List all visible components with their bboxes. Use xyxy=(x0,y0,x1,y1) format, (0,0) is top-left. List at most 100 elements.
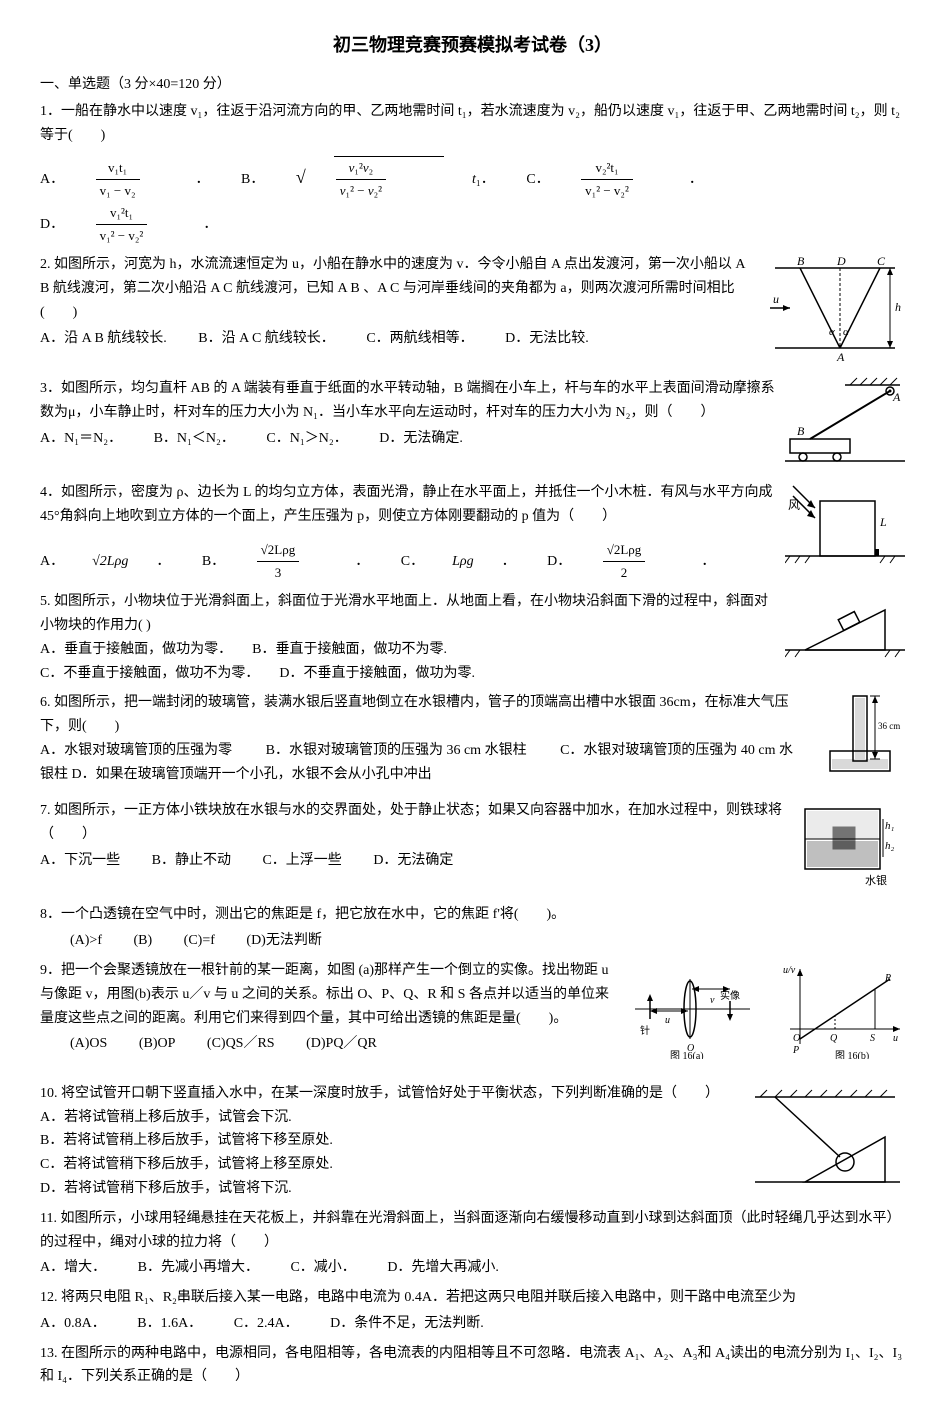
q9-diagram: 针 O 实像 u v 图 16(a) u/v u O P Q S R xyxy=(625,959,905,1068)
svg-text:u: u xyxy=(665,1015,670,1026)
svg-text:图 16(b): 图 16(b) xyxy=(835,1050,869,1059)
question-2: B D C A u h α α 2. 如图所示，河宽为 h，水流流速恒定为 u，… xyxy=(40,253,905,371)
page-title: 初三物理竞赛预赛模拟考试卷（3） xyxy=(40,30,905,61)
q3-diagram: A B xyxy=(785,377,905,467)
q5-optC: C．不垂直于接触面，做功不为零． xyxy=(40,666,259,681)
q6-label-h: 36 cm xyxy=(878,721,900,731)
q6-optB: B．水银对玻璃管顶的压强为 36 cm 水银柱 xyxy=(266,743,527,758)
q4-optB: B． √2Lρg3． xyxy=(202,539,369,584)
q6-options: A．水银对玻璃管顶的压强为零 B．水银对玻璃管顶的压强为 36 cm 水银柱 C… xyxy=(40,739,905,787)
svg-text:u: u xyxy=(893,1033,898,1044)
q7-label-mercury: 水银 xyxy=(865,873,887,887)
q10-optC: C．若将试管稍下移后放手，试管将上移至原处. xyxy=(40,1153,905,1177)
q11-text: 11. 如图所示，小球用轻绳悬挂在天花板上，并斜靠在光滑斜面上，当斜面逐渐向右缓… xyxy=(40,1207,905,1255)
q5-options: A．垂直于接触面，做功为零． B．垂直于接触面，做功不为零. C．不垂直于接触面，… xyxy=(40,638,905,686)
q4-text: 4．如图所示，密度为 ρ、边长为 L 的均匀立方体，表面光滑，静止在水平面上，并… xyxy=(40,481,905,529)
question-1: 1．一船在静水中以速度 v₁，往返于沿河流方向的甲、乙两地需时间 t₁，若水流速… xyxy=(40,100,905,247)
q6-optA: A．水银对玻璃管顶的压强为零 xyxy=(40,743,232,758)
q10-optB: B．若将试管稍上移后放手，试管将下移至原处. xyxy=(40,1129,905,1153)
q11-optC: C．减小． xyxy=(290,1256,355,1280)
q8-text: 8．一个凸透镜在空气中时，测出它的焦距是 f，把它放在水中，它的焦距 f'将( … xyxy=(40,903,905,927)
q5-optD: D．不垂直于接触面，做功为零. xyxy=(279,666,475,681)
q12-optB: B．1.6A． xyxy=(137,1312,202,1336)
svg-text:α: α xyxy=(829,326,835,338)
q2-optC: C．两航线相等． xyxy=(366,327,473,351)
q7-label-h1: h₁ xyxy=(885,820,895,832)
q2-label-B: B xyxy=(797,254,805,268)
section-header: 一、单选题（3 分×40=120 分） xyxy=(40,73,905,97)
question-12: 12. 将两只电阻 R₁、R₂串联后接入某一电路，电路中电流为 0.4A．若把这… xyxy=(40,1286,905,1336)
q4-optC: C．Lρg． xyxy=(401,550,516,574)
q4-label-wind: 风 xyxy=(788,498,800,512)
q8-optB: (B) xyxy=(134,929,153,953)
q10-optD: D．若将试管稍下移后放手，试管将下沉. xyxy=(40,1177,905,1201)
svg-text:S: S xyxy=(870,1033,875,1044)
q2-label-D: D xyxy=(836,254,846,268)
question-11: 11. 如图所示，小球用轻绳悬挂在天花板上，并斜靠在光滑斜面上，当斜面逐渐向右缓… xyxy=(40,1207,905,1280)
q8-optA: (A)>f xyxy=(70,929,102,953)
q10-text: 10. 将空试管开口朝下竖直插入水中，在某一深度时放手，试管恰好处于平衡状态，下… xyxy=(40,1082,905,1106)
q3-optB: B．N₁＜N₂． xyxy=(154,427,235,451)
q3-optD: D．无法确定. xyxy=(379,427,463,451)
q12-optD: D．条件不足，无法判断. xyxy=(330,1312,484,1336)
q6-optD: D．如果在玻璃管顶端开一个小孔，水银不会从小孔中冲出 xyxy=(72,767,432,782)
q7-optA: A．下沉一些 xyxy=(40,849,120,873)
svg-text:R: R xyxy=(884,973,891,984)
q4-diagram: 风 L xyxy=(785,481,905,571)
q1-optA: A． v₁t₁v₁ − v₂． xyxy=(40,157,210,202)
q2-diagram: B D C A u h α α xyxy=(765,253,905,363)
q6-diagram: 36 cm xyxy=(815,691,905,781)
q7-label-h2: h₂ xyxy=(885,840,895,852)
q1-text: 1．一船在静水中以速度 v₁，往返于沿河流方向的甲、乙两地需时间 t₁，若水流速… xyxy=(40,100,905,148)
q5-optA: A．垂直于接触面，做功为零． xyxy=(40,642,232,657)
q7-optD: D．无法确定 xyxy=(373,849,453,873)
q9-optB: (B)OP xyxy=(139,1032,176,1056)
q11-optB: B．先减小再增大． xyxy=(138,1256,259,1280)
question-10: 10. 将空试管开口朝下竖直插入水中，在某一深度时放手，试管恰好处于平衡状态，下… xyxy=(40,1082,905,1201)
q10-optA: A．若将试管稍上移后放手，试管会下沉. xyxy=(40,1106,905,1130)
q13-text: 13. 在图所示的两种电路中，电源相同，各电阻相等，各电流表的内阻相等且不可忽略… xyxy=(40,1342,905,1390)
q11-optA: A．增大． xyxy=(40,1256,106,1280)
question-8: 8．一个凸透镜在空气中时，测出它的焦距是 f，把它放在水中，它的焦距 f'将( … xyxy=(40,903,905,953)
q2-label-C: C xyxy=(877,254,886,268)
q2-optD: D．无法比较. xyxy=(505,327,589,351)
q4-optA: A．√2Lρg． xyxy=(40,550,170,574)
q7-options: A．下沉一些 B．静止不动 C．上浮一些 D．无法确定 xyxy=(40,849,905,873)
question-4: 风 L 4．如图所示，密度为 ρ、边长为 L 的均匀立方体，表面光滑，静止在水平… xyxy=(40,481,905,584)
q12-text: 12. 将两只电阻 R₁、R₂串联后接入某一电路，电路中电流为 0.4A．若把这… xyxy=(40,1286,905,1310)
q1-optB: B． √v₁²v₂v₁² − v₂²t₁． xyxy=(241,156,495,202)
q3-label-B: B xyxy=(797,424,805,438)
q4-label-L: L xyxy=(879,515,887,529)
question-9: 针 O 实像 u v 图 16(a) u/v u O P Q S R xyxy=(40,959,905,1076)
q9-optA: (A)OS xyxy=(70,1032,107,1056)
q9-optD: (D)PQ／QR xyxy=(306,1032,377,1056)
q1-optD: D． v₁²t₁v₁² − v₂²． xyxy=(40,202,217,247)
q2-label-A: A xyxy=(836,350,845,363)
q2-optA: A．沿 A B 航线较长. xyxy=(40,327,167,351)
svg-text:图 16(a): 图 16(a) xyxy=(670,1050,704,1059)
q11-options: A．增大． B．先减小再增大． C．减小． D．先增大再减小. xyxy=(40,1256,905,1280)
q3-label-A: A xyxy=(892,390,901,404)
q5-diagram xyxy=(785,590,905,660)
svg-text:v: v xyxy=(710,995,715,1006)
q2-optB: B．沿 A C 航线较长． xyxy=(198,327,335,351)
q7-optB: B．静止不动 xyxy=(152,849,231,873)
q4-options: A．√2Lρg． B． √2Lρg3． C．Lρg． D． √2Lρg2． xyxy=(40,539,905,584)
q7-optC: C．上浮一些 xyxy=(262,849,341,873)
svg-text:Q: Q xyxy=(830,1033,838,1044)
q7-text: 7. 如图所示，一正方体小铁块放在水银与水的交界面处，处于静止状态；如果又向容器… xyxy=(40,799,905,847)
q11-optD: D．先增大再减小. xyxy=(387,1256,499,1280)
svg-text:针: 针 xyxy=(640,1024,650,1037)
q12-optC: C．2.4A． xyxy=(234,1312,299,1336)
question-6: 36 cm 6. 如图所示，把一端封闭的玻璃管，装满水银后竖直地倒立在水银槽内，… xyxy=(40,691,905,789)
question-3: A B 3．如图所示，均匀直杆 AB 的 A 端装有垂直于纸面的水平转动轴，B … xyxy=(40,377,905,475)
q1-optC: C． v₂²t₁v₁² − v₂²． xyxy=(526,157,703,202)
question-13: 13. 在图所示的两种电路中，电源相同，各电阻相等，各电流表的内阻相等且不可忽略… xyxy=(40,1342,905,1390)
q5-text: 5. 如图所示，小物块位于光滑斜面上，斜面位于光滑水平地面上．从地面上看，在小物… xyxy=(40,590,905,638)
svg-text:P: P xyxy=(792,1045,799,1056)
q5-optB: B．垂直于接触面，做功不为零. xyxy=(252,642,447,657)
q8-optD: (D)无法判断 xyxy=(246,929,321,953)
q12-options: A．0.8A． B．1.6A． C．2.4A． D．条件不足，无法判断. xyxy=(40,1312,905,1336)
q4-optD: D． √2Lρg2． xyxy=(547,539,715,584)
svg-text:u/v: u/v xyxy=(783,965,796,976)
